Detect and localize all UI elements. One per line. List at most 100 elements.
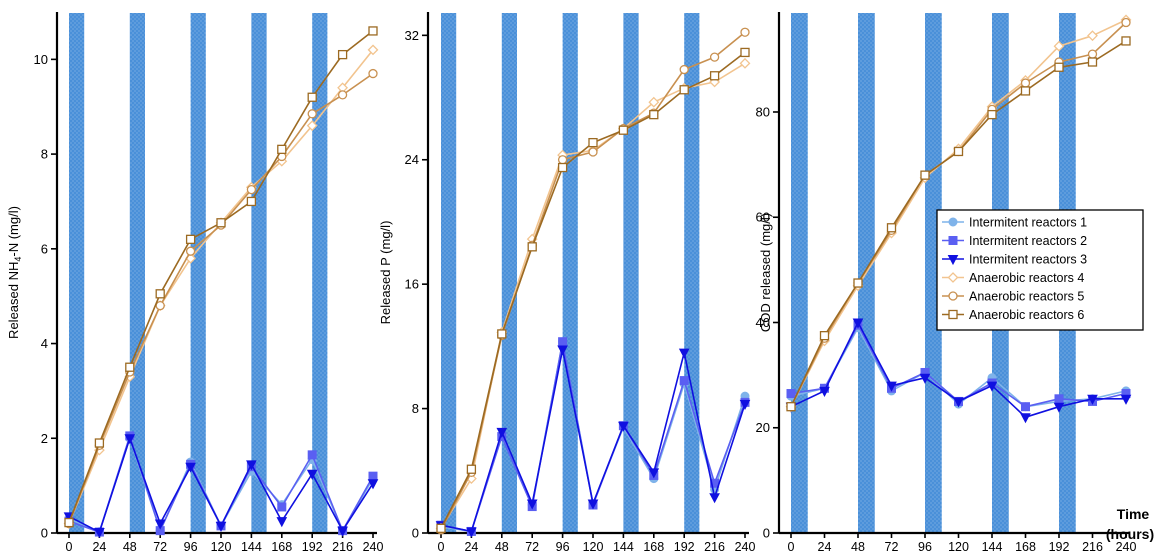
data-point — [337, 90, 348, 100]
data-point — [94, 528, 105, 539]
x-tick-label: 168 — [643, 540, 664, 553]
series-5 — [436, 27, 750, 535]
data-point — [124, 434, 136, 445]
data-point — [276, 517, 288, 528]
legend-marker — [948, 309, 958, 320]
series-1 — [64, 433, 378, 537]
x-tick-label: 240 — [735, 540, 756, 553]
data-point — [1021, 402, 1030, 412]
x-tick-label: 216 — [1082, 540, 1103, 553]
x-tick-label: 216 — [332, 540, 353, 553]
time-label-line1: Time — [1117, 506, 1150, 522]
data-point — [920, 170, 930, 180]
data-point — [216, 218, 226, 228]
y-tick-label: 0 — [763, 526, 770, 541]
data-point — [709, 52, 720, 62]
data-point — [277, 144, 287, 155]
series-4 — [435, 57, 751, 534]
y-axis-label: COD released (mg/l) — [758, 213, 773, 332]
data-point — [953, 397, 964, 408]
y-tick-label: 80 — [756, 104, 770, 119]
legend-marker — [947, 272, 959, 283]
shaded-band-3 — [562, 13, 578, 533]
x-tick-label: 96 — [918, 540, 932, 553]
data-point — [1053, 40, 1065, 52]
series-6 — [786, 36, 1131, 412]
data-point — [557, 162, 568, 173]
data-point — [679, 376, 689, 386]
x-tick-label: 240 — [1116, 540, 1137, 553]
data-point — [466, 527, 477, 538]
y-tick-label: 2 — [41, 431, 48, 446]
x-tick-label: 48 — [495, 540, 509, 553]
data-point — [466, 464, 477, 474]
shaded-band-3 — [925, 13, 942, 533]
data-point — [155, 301, 165, 311]
data-point — [1020, 86, 1031, 96]
x-tick-label: 96 — [184, 540, 198, 553]
y-tick-label: 4 — [41, 336, 48, 351]
y-tick-label: 0 — [412, 526, 419, 541]
data-point — [1120, 394, 1132, 405]
x-tick-label: 192 — [302, 540, 323, 553]
legend-box — [936, 209, 1144, 331]
data-point — [1020, 78, 1031, 88]
data-point — [368, 471, 378, 481]
data-point — [819, 331, 830, 341]
data-point — [618, 125, 629, 135]
series-6 — [64, 26, 378, 528]
y-tick-label: 10 — [34, 52, 48, 67]
x-tick-label: 72 — [525, 540, 539, 553]
data-point — [919, 373, 931, 384]
data-point — [886, 381, 897, 392]
data-point — [739, 57, 751, 69]
x-tick-label: 24 — [92, 540, 106, 553]
data-point — [367, 44, 379, 56]
legend-marker — [948, 291, 958, 301]
y-tick-label: 8 — [412, 401, 419, 416]
x-tick-label: 120 — [211, 540, 232, 553]
data-point — [1087, 57, 1098, 67]
x-tick-label: 120 — [583, 540, 604, 553]
data-point — [125, 362, 135, 372]
data-point — [587, 499, 599, 510]
data-point — [155, 289, 165, 299]
data-point — [1087, 49, 1098, 59]
y-tick-label: 8 — [41, 147, 48, 162]
data-point — [558, 337, 568, 347]
shaded-band-4 — [251, 13, 267, 533]
legend-marker — [948, 217, 958, 227]
time-label-line2: (hours) — [1106, 526, 1154, 542]
data-point — [588, 147, 598, 157]
data-point — [679, 64, 689, 75]
data-point — [337, 49, 348, 60]
chart-panel-2: 0 8 16 24 32 0 24 48 72 96 120 144 168 192 216 240 Relea… — [378, 12, 755, 553]
data-point — [527, 242, 537, 252]
data-point — [986, 381, 998, 392]
y-tick-label: 40 — [756, 315, 770, 330]
data-point — [1054, 394, 1064, 404]
legend-label: Anaerobic reactors 5 — [969, 290, 1084, 304]
y-tick-label: 24 — [405, 152, 419, 167]
data-point — [786, 402, 796, 412]
x-tick-label: 192 — [1049, 540, 1070, 553]
data-point — [678, 348, 690, 359]
shaded-band-4 — [623, 13, 639, 533]
data-point — [1087, 30, 1098, 42]
legend-marker — [947, 255, 959, 266]
data-point — [886, 223, 897, 233]
shaded-band-3 — [190, 13, 206, 533]
series-2 — [64, 431, 378, 537]
y-tick-label: 20 — [756, 420, 770, 435]
data-point — [215, 521, 227, 532]
data-point — [246, 196, 257, 207]
x-tick-label: 144 — [982, 540, 1003, 553]
x-tick-label: 144 — [241, 540, 262, 553]
legend-label: Intermitent reactors 3 — [969, 253, 1087, 267]
data-point — [740, 27, 750, 37]
data-point — [709, 71, 720, 81]
series-2 — [786, 320, 1131, 412]
chart-panel-3: 0 20 40 60 80 0 24 48 72 96 120 144 168 192 216 240 COD … — [756, 12, 1137, 553]
